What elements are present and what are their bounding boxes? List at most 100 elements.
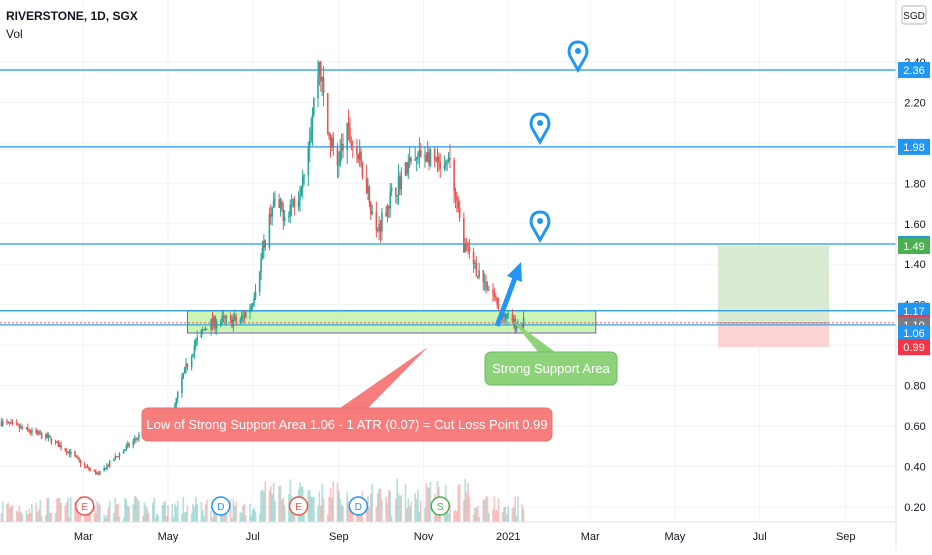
volume-bar [507,506,510,522]
volume-bar [396,478,398,522]
candle-body [65,450,68,453]
volume-bar [96,500,99,522]
volume-bar [467,483,469,522]
volume-bar [143,502,146,522]
candle-body [378,223,380,232]
support-callout: Strong Support Area [484,320,618,386]
y-tick-label: 0.80 [904,381,925,393]
volume-bar [271,494,273,522]
event-marker-circle[interactable] [288,496,309,516]
support-zone [186,310,597,334]
volume-bar [104,517,107,522]
event-marker[interactable]: S [430,496,450,516]
volume-bar [31,504,33,522]
volume-bar [342,506,344,522]
candle-body [26,427,29,430]
event-marker-label[interactable]: E [295,502,302,513]
event-marker-label[interactable]: D [355,502,362,513]
volume-bar [289,479,292,522]
support-callout-box [484,351,618,386]
volume-bar [283,505,286,522]
event-marker-label[interactable]: E [81,502,88,513]
candle-body [301,176,304,188]
currency-button-bg[interactable] [901,5,927,25]
candle-body [407,162,410,174]
candle-body [7,422,10,424]
volume-bar [356,512,358,522]
currency-button-label[interactable]: SGD [903,11,925,22]
candle-body [231,316,233,327]
volume-bar [269,486,272,522]
x-tick-label: May [665,531,686,543]
volume-bar [367,496,369,522]
candle-body [49,435,51,438]
volume-bar [190,513,193,522]
volume-bar [193,506,196,522]
event-marker[interactable]: D [348,496,369,516]
volume-bar [75,509,78,522]
candle-body [10,422,12,424]
event-marker-label[interactable]: S [437,502,444,513]
candle-body [225,316,228,319]
volume-bar [182,497,185,522]
trade-zones [186,246,830,348]
event-marker-circle[interactable] [74,496,95,516]
volume-bar [21,513,24,522]
volume-bar [410,501,412,522]
event-marker[interactable]: D [211,496,231,516]
volume-bar [268,490,271,522]
candle-body [60,444,62,449]
volume-bar [272,482,275,522]
volume-bar [67,497,69,522]
volume-bar [278,485,280,522]
candle-body [235,316,237,322]
volume-bar [108,500,111,522]
cut-loss-callout-pointer [340,347,428,408]
candle-body [83,464,86,466]
volume-bar [463,500,465,522]
event-marker-circle[interactable] [430,496,450,516]
event-marker[interactable]: E [288,496,309,516]
candle-body [278,199,280,208]
volume-bar [496,510,498,522]
candle-body [115,456,118,458]
volume-bar [485,496,487,522]
volume-bar [35,502,37,522]
candle-body [406,162,408,174]
candle-body [347,122,350,128]
volume-bar [332,481,335,522]
volume-bar [429,482,432,522]
candle-body [457,200,460,209]
volume-bar [39,499,42,522]
candle-body [136,438,139,440]
x-tick-label: Mar [581,531,600,543]
volume-bar [18,505,21,522]
candle-body [397,176,400,196]
volume-bar [6,504,8,522]
volume-bar [60,503,62,522]
volume-bar [107,507,110,522]
volume-bar [133,496,136,522]
volume-bar [185,511,187,522]
event-marker[interactable]: E [74,496,95,516]
candle-body [486,289,489,291]
volume-bar [347,501,350,522]
candle-body [464,243,467,253]
event-marker-circle[interactable] [211,496,231,516]
candle-body [15,422,18,425]
volume-bar [163,502,165,522]
event-marker-label[interactable]: D [217,502,224,513]
volume-bar [156,513,158,522]
candle-body [488,289,490,291]
event-marker-circle[interactable] [348,496,369,516]
candle-body [504,313,507,319]
volume-bar [310,496,312,522]
volume-bar [117,503,119,522]
candle-body [331,137,333,148]
currency-button[interactable]: SGD [901,5,927,25]
volume-bar [386,503,389,522]
candle-body [472,251,475,264]
volume-bar [449,503,451,522]
